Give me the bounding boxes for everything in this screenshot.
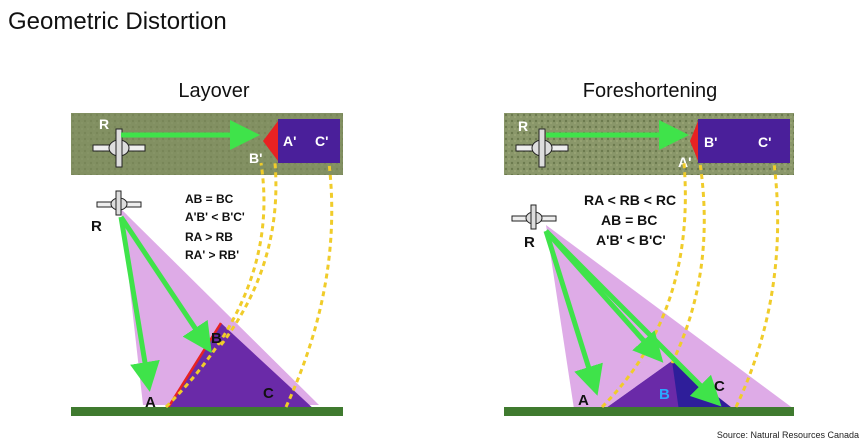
foreshortening-red-sliver <box>690 121 698 161</box>
foreshortening-diagram: R A' B' C' R A B C RA < RB < RC AB = BC … <box>504 113 794 416</box>
strip-label-b-prime: B' <box>704 134 717 150</box>
radar-beam <box>121 209 319 405</box>
strip-label-r: R <box>99 116 109 132</box>
small-plane-icon <box>511 204 557 230</box>
ground-label-c: C <box>263 385 274 402</box>
plane-icon <box>515 128 569 168</box>
range-arrow-c <box>544 229 722 407</box>
ground-label-b: B <box>211 330 222 347</box>
projection-a <box>600 162 687 409</box>
terrain <box>166 323 316 411</box>
image-box <box>698 119 790 163</box>
relation-4: RA' > RB' <box>185 248 239 262</box>
range-arrow-a <box>118 216 160 392</box>
strip-label-b-prime: B' <box>249 150 262 166</box>
strip-label-a-prime: A' <box>678 154 691 170</box>
layover-diagram: R B' A' C' R A B C AB = BC A'B' < B'C' R… <box>71 113 343 416</box>
relation-2: A'B' < B'C' <box>185 210 245 224</box>
slide-title: Geometric Distortion <box>8 8 227 35</box>
range-arrow-a <box>543 230 603 396</box>
strip-label-a-prime: A' <box>283 133 296 149</box>
relation-3: RA > RB <box>185 230 233 244</box>
ground-label-b: B <box>659 386 670 403</box>
projection-b <box>670 162 706 364</box>
relation-1: RA < RB < RC <box>584 192 676 208</box>
strip-label-c-prime: C' <box>758 134 771 150</box>
ground <box>71 407 343 416</box>
ground <box>504 407 794 416</box>
strip-label-c-prime: C' <box>315 133 328 149</box>
projection-c <box>734 162 780 408</box>
projection-c <box>284 162 334 408</box>
relation-1: AB = BC <box>185 192 234 206</box>
projection-a <box>164 162 266 409</box>
layover-red-wedge <box>263 121 278 161</box>
ground-label-c: C <box>714 378 725 395</box>
radar-label: R <box>524 234 535 251</box>
radar-label: R <box>91 218 102 235</box>
strip-label-r: R <box>518 118 528 134</box>
radar-beam <box>546 225 794 409</box>
image-box <box>278 119 340 163</box>
ground-label-a: A <box>145 394 156 411</box>
relation-3: A'B' < B'C' <box>596 232 666 248</box>
relation-2: AB = BC <box>601 212 657 228</box>
source-credit: Source: Natural Resources Canada <box>716 430 859 440</box>
ground-label-a: A <box>578 392 589 409</box>
foreshortening-title: Foreshortening <box>582 80 718 102</box>
plane-icon <box>92 128 146 168</box>
range-arrow-b <box>118 215 212 354</box>
layover-title: Layover <box>178 80 250 102</box>
small-plane-icon <box>96 190 142 216</box>
